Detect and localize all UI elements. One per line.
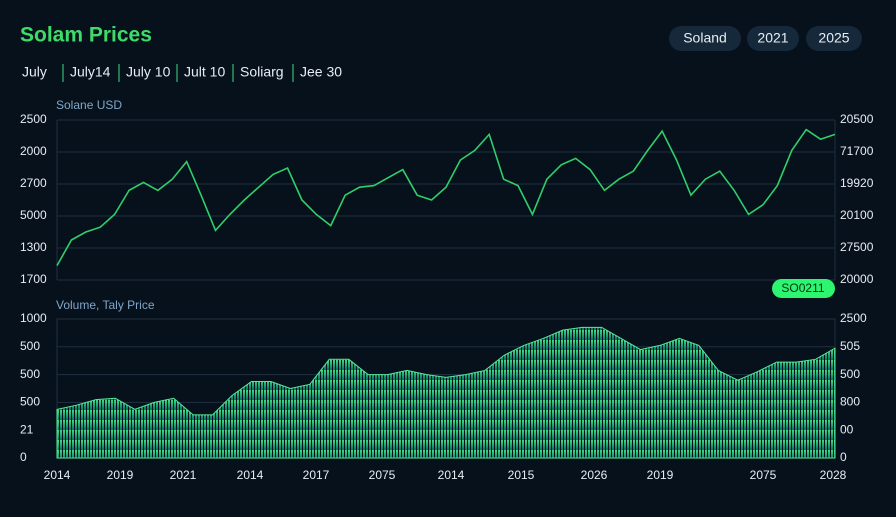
pill[interactable]	[669, 26, 741, 51]
pill-label: 2025	[818, 30, 849, 46]
title: Solam Prices	[20, 24, 152, 47]
tab[interactable]: July 10	[126, 64, 171, 80]
right-tick-label: 0	[840, 450, 847, 464]
tab[interactable]: Soliarg	[240, 64, 284, 80]
right-tick-label: 71700	[840, 144, 874, 158]
pill-label: 2021	[757, 30, 788, 46]
badge-label: SO0211	[781, 281, 824, 295]
left-tick-label: 1700	[20, 272, 47, 286]
panel-label: Solane USD	[56, 98, 122, 112]
x-tick-label: 2075	[750, 468, 777, 482]
x-tick-label: 2017	[303, 468, 330, 482]
tab[interactable]: Jee 30	[300, 64, 342, 80]
x-tick-label: 2014	[237, 468, 264, 482]
left-tick-label: 2000	[20, 144, 47, 158]
left-tick-label: 1300	[20, 240, 47, 254]
left-tick-label: 500	[20, 395, 40, 409]
x-tick-label: 2026	[581, 468, 608, 482]
tab[interactable]: July	[22, 64, 47, 80]
pill[interactable]	[806, 26, 862, 51]
left-tick-label: 1000	[20, 311, 47, 325]
badge	[772, 279, 835, 298]
right-tick-label: 500	[840, 367, 860, 381]
left-tick-label: 500	[20, 367, 40, 381]
left-tick-label: 2700	[20, 176, 47, 190]
right-tick-label: 20100	[840, 208, 874, 222]
pill[interactable]	[747, 26, 799, 51]
left-tick-label: 21	[20, 422, 34, 436]
x-tick-label: 2019	[107, 468, 134, 482]
right-tick-label: 800	[840, 395, 860, 409]
volume-area	[56, 326, 836, 459]
x-tick-label: 2028	[820, 468, 847, 482]
x-tick-label: 2015	[508, 468, 535, 482]
left-tick-label: 5000	[20, 208, 47, 222]
x-tick-label: 2021	[170, 468, 197, 482]
right-tick-label: 00	[840, 422, 854, 436]
right-tick-label: 19920	[840, 176, 874, 190]
left-tick-label: 500	[20, 339, 40, 353]
x-tick-label: 2075	[369, 468, 396, 482]
x-tick-label: 2019	[647, 468, 674, 482]
right-tick-label: 20000	[840, 272, 874, 286]
x-tick-label: 2014	[44, 468, 71, 482]
left-tick-label: 0	[20, 450, 27, 464]
tab[interactable]: July14	[70, 64, 111, 80]
pill-label: Soland	[683, 30, 727, 46]
x-tick-label: 2014	[438, 468, 465, 482]
right-tick-label: 27500	[840, 240, 874, 254]
panel-label: Volume, Taly Price	[56, 298, 155, 312]
price-line	[56, 128, 836, 266]
right-tick-label: 505	[840, 339, 860, 353]
right-tick-label: 20500	[840, 112, 874, 126]
left-tick-label: 2500	[20, 112, 47, 126]
right-tick-label: 2500	[840, 311, 867, 325]
tab[interactable]: Jult 10	[184, 64, 225, 80]
